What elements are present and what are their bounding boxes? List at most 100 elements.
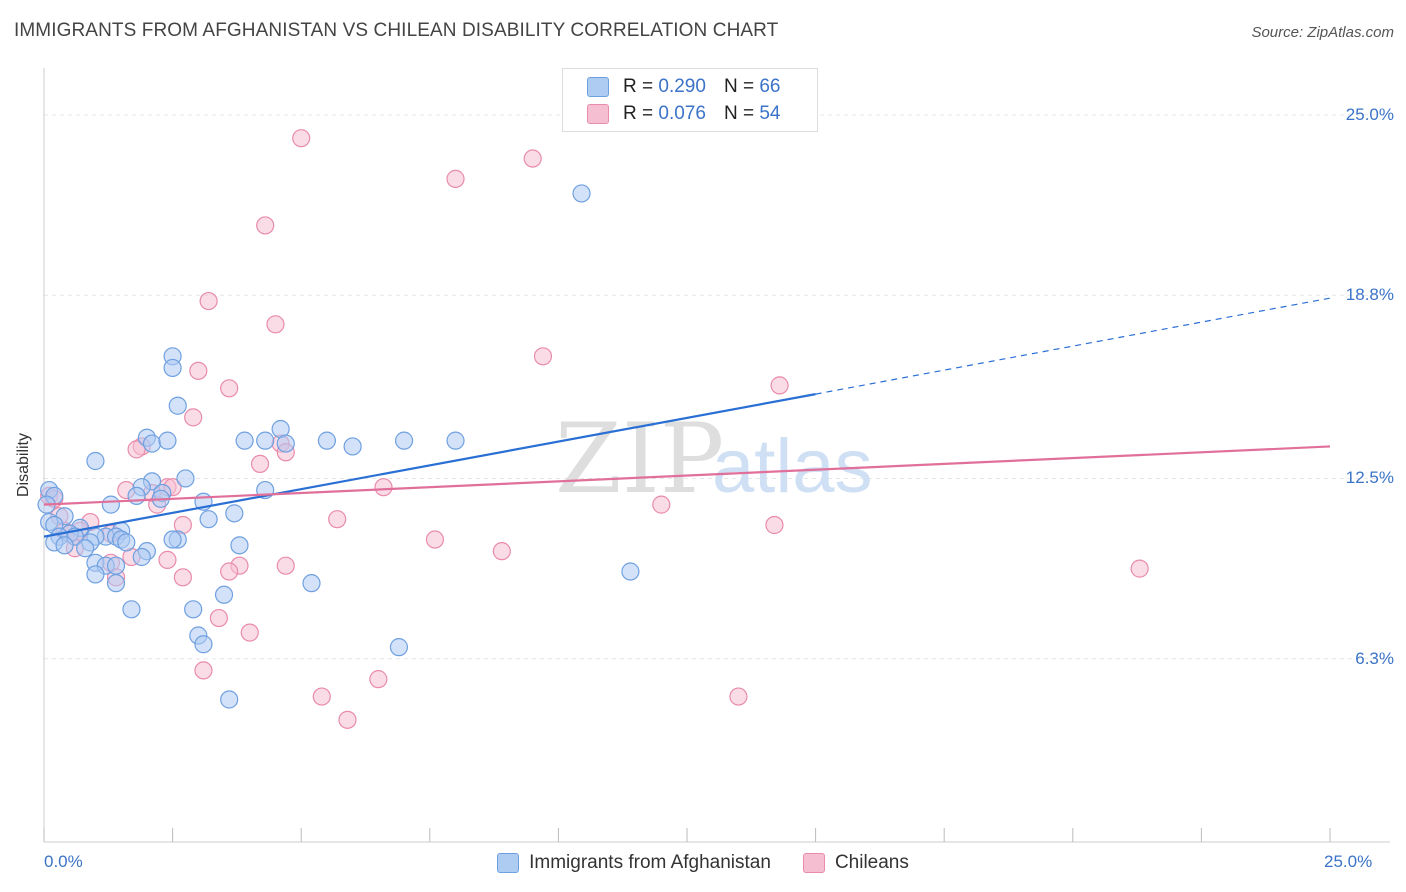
legend-item-afghanistan[interactable]: Immigrants from Afghanistan xyxy=(497,852,771,874)
legend-n-label: N = xyxy=(723,76,755,97)
afghanistan-point xyxy=(194,635,213,654)
chilean-point xyxy=(256,216,275,235)
chilean-point xyxy=(312,687,331,706)
afghanistan-point xyxy=(106,574,126,593)
x-tick-min: 0.0% xyxy=(44,852,83,871)
chilean-point xyxy=(729,687,748,706)
legend-r-label: R = xyxy=(623,76,654,97)
chilean-point xyxy=(446,169,465,188)
axes xyxy=(43,68,1390,843)
afghanistan-points xyxy=(37,184,640,709)
legend-item-chileans[interactable]: Chileans xyxy=(802,852,909,874)
stats-legend: R = 0.290 N = 66 R = 0.076 N = 54 xyxy=(562,68,818,132)
afghanistan-point xyxy=(621,562,640,581)
chilean-point xyxy=(492,542,511,561)
legend-row-afghanistan: R = 0.290 N = 66 xyxy=(587,75,780,99)
afghanistan-point xyxy=(317,431,337,450)
chilean-point xyxy=(158,550,177,569)
legend-swatch-blue xyxy=(497,853,520,873)
legend-n-label: N = xyxy=(723,103,755,124)
afghanistan-point xyxy=(256,431,275,450)
chilean-point xyxy=(173,568,192,587)
afghanistan-point xyxy=(220,690,239,709)
chart-title: IMMIGRANTS FROM AFGHANISTAN VS CHILEAN D… xyxy=(14,20,779,41)
afghanistan-trend-extension xyxy=(815,297,1331,395)
chilean-point xyxy=(220,562,239,581)
legend-n-value: 54 xyxy=(759,103,781,124)
chilean-point xyxy=(369,670,388,689)
chilean-point xyxy=(266,315,285,334)
afghanistan-point xyxy=(225,504,244,523)
chilean-point xyxy=(1130,559,1149,578)
legend-row-chileans: R = 0.076 N = 54 xyxy=(587,102,780,126)
chilean-point xyxy=(765,515,784,535)
chilean-point xyxy=(199,291,218,311)
afghanistan-point xyxy=(127,486,146,506)
series-legend: Immigrants from Afghanistan Chileans xyxy=(0,852,1406,874)
afghanistan-point xyxy=(389,638,409,657)
y-tick-label: 12.5% xyxy=(1345,468,1394,488)
legend-label-chileans: Chileans xyxy=(834,852,909,873)
chilean-point xyxy=(184,408,203,427)
afghanistan-point xyxy=(394,431,414,450)
chilean-point xyxy=(328,510,347,529)
legend-r-label: R = xyxy=(623,103,654,124)
chilean-point xyxy=(533,347,553,366)
afghanistan-trend-line xyxy=(43,393,816,538)
watermark: ZIP atlas xyxy=(555,403,873,515)
chilean-point xyxy=(240,623,259,642)
legend-r-value: 0.290 xyxy=(658,76,706,97)
source-label: Source: ZipAtlas.com xyxy=(1251,24,1394,41)
chilean-point xyxy=(250,454,270,474)
y-tick-label: 6.3% xyxy=(1355,648,1394,668)
chilean-point xyxy=(425,530,445,549)
y-tick-label: 25.0% xyxy=(1345,104,1394,124)
afghanistan-point xyxy=(199,510,218,529)
chilean-point xyxy=(338,710,357,729)
y-tick-label: 18.8% xyxy=(1345,285,1394,305)
afghanistan-point xyxy=(184,600,203,619)
chilean-point xyxy=(209,608,228,628)
afghanistan-point xyxy=(101,495,120,514)
afghanistan-point xyxy=(142,434,162,453)
afghanistan-point xyxy=(106,556,126,575)
afghanistan-point xyxy=(572,184,591,203)
afghanistan-point xyxy=(86,451,105,471)
legend-swatch-blue xyxy=(587,77,609,97)
afghanistan-point xyxy=(163,358,182,378)
afghanistan-point xyxy=(158,431,177,450)
chilean-trend-line xyxy=(43,445,1331,506)
afghanistan-point xyxy=(446,431,465,450)
chilean-point xyxy=(523,149,542,168)
afghanistan-point xyxy=(302,574,321,593)
afghanistan-point xyxy=(276,434,295,453)
afghanistan-point xyxy=(55,536,74,555)
chilean-point xyxy=(189,361,208,380)
legend-swatch-pink xyxy=(587,104,609,124)
afghanistan-point xyxy=(86,565,105,584)
watermark-atlas: atlas xyxy=(712,424,873,509)
afghanistan-point xyxy=(76,539,95,558)
afghanistan-point xyxy=(214,585,234,604)
gridlines xyxy=(44,114,1390,660)
afghanistan-point xyxy=(168,396,187,415)
afghanistan-point xyxy=(235,431,254,450)
afghanistan-point xyxy=(132,547,151,567)
watermark-zip: ZIP xyxy=(555,403,724,515)
chilean-point xyxy=(276,556,295,575)
afghanistan-point xyxy=(230,536,249,555)
legend-r-value: 0.076 xyxy=(658,103,706,124)
x-tick-max: 25.0% xyxy=(1324,852,1373,871)
chilean-point xyxy=(770,376,789,395)
chilean-point xyxy=(292,129,311,148)
legend-swatch-pink xyxy=(802,853,825,873)
afghanistan-point xyxy=(163,530,182,549)
legend-label-afghanistan: Immigrants from Afghanistan xyxy=(529,852,771,873)
afghanistan-point xyxy=(117,533,136,552)
afghanistan-point xyxy=(122,600,141,619)
trend-lines xyxy=(43,297,1331,538)
afghanistan-point xyxy=(343,437,362,456)
afghanistan-point xyxy=(176,469,195,488)
chilean-point xyxy=(220,379,239,398)
